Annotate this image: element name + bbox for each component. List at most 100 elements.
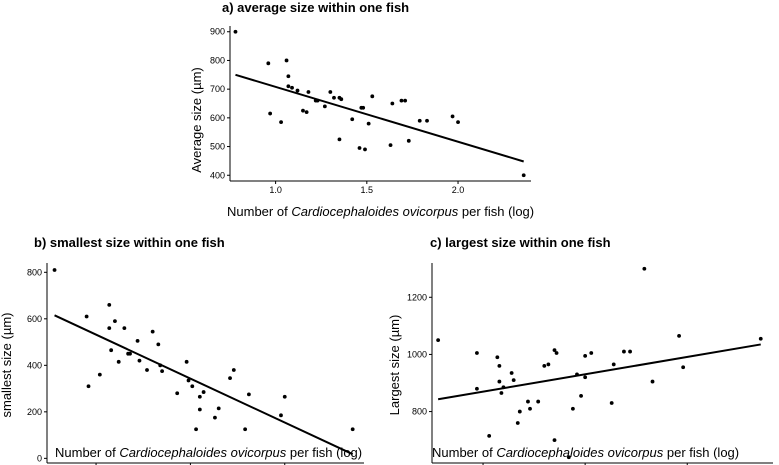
- panel-b-data-point: [190, 384, 195, 389]
- panel-b-data-point: [231, 368, 236, 372]
- panel-a-data-point: [301, 108, 305, 113]
- panel-b-data-point: [216, 406, 221, 411]
- panel-b-y-axis-title: smallest size (µm): [0, 313, 14, 418]
- panel-a-data-point: [370, 94, 375, 99]
- panel-a-data-point: [322, 104, 327, 109]
- panel-c-y-axis-title: Largest size (µm): [387, 315, 402, 416]
- panel-a-data-point: [328, 90, 333, 94]
- panel-b-data-point: [160, 369, 165, 374]
- panel-a-data-point: [295, 88, 300, 93]
- panel-c-data-point: [609, 401, 614, 405]
- panel-c-data-point: [517, 409, 522, 414]
- panel-c-data-point: [628, 349, 632, 354]
- panel-b-title: b) smallest size within one fish: [34, 235, 225, 250]
- panel-b-data-point: [213, 415, 217, 420]
- panel-a-y-tick-label: 800: [210, 55, 225, 65]
- panel-c-y-tick-label: 1000: [407, 349, 427, 359]
- panel-a-data-point: [233, 29, 238, 34]
- panel-c-points: [436, 266, 763, 460]
- panel-b-data-point: [86, 384, 91, 389]
- panel-c-data-point: [436, 338, 441, 343]
- panel-c-data-point: [622, 349, 626, 354]
- panel-a-ticks: 400 500 600 700 800 900 1.0 1.5 2.0: [210, 27, 464, 195]
- panel-c-data-point: [583, 375, 588, 380]
- panel-a-data-point: [390, 101, 395, 106]
- panel-c-data-point: [583, 353, 588, 358]
- panel-a-points: [233, 29, 526, 178]
- panel-a: a) average size within one fish Average …: [189, 0, 534, 219]
- panel-b-data-point: [137, 358, 142, 363]
- panel-b-data-point: [128, 351, 132, 356]
- panel-a-data-point: [521, 173, 526, 178]
- panel-b-data-point: [122, 326, 127, 331]
- panel-b-data-point: [150, 329, 155, 334]
- panel-a-y-tick-label: 900: [210, 27, 225, 37]
- panel-a-data-point: [388, 143, 393, 148]
- panel-a-data-point: [425, 118, 429, 123]
- panel-b-data-point: [107, 326, 112, 331]
- panel-b-data-point: [97, 372, 102, 377]
- panel-c-data-point: [509, 371, 514, 375]
- panel-b-y-tick-label: 0: [37, 453, 42, 463]
- panel-a-data-point: [332, 95, 336, 100]
- panel-c-title: c) largest size within one fish: [430, 235, 611, 250]
- panel-c-data-point: [650, 379, 655, 384]
- panel-b-data-point: [135, 339, 140, 343]
- panel-c-x-axis-title: Number of Cardiocephaloides ovicorpus pe…: [432, 445, 739, 460]
- panel-a-fit-line: [235, 73, 524, 163]
- panel-c-data-point: [487, 433, 492, 438]
- panel-b-data-point: [228, 376, 232, 381]
- panel-c-data-point: [589, 351, 594, 355]
- panel-a-data-point: [337, 137, 342, 142]
- panel-c-data-point: [546, 362, 551, 367]
- panel-c-data-point: [677, 333, 681, 338]
- panel-c-fit-line: [437, 343, 761, 401]
- panel-b-data-point: [282, 394, 287, 399]
- panel-b-data-point: [197, 407, 202, 412]
- panel-a-y-tick-label: 600: [210, 113, 225, 123]
- panel-b-data-point: [186, 378, 191, 383]
- panel-a-data-point: [399, 98, 404, 103]
- panel-b-data-point: [107, 302, 112, 307]
- panel-a-y-tick-label: 400: [210, 170, 225, 180]
- panel-b-data-point: [197, 394, 202, 399]
- panel-a-data-point: [450, 114, 455, 119]
- panel-b-data-point: [194, 427, 198, 432]
- panel-a-data-point: [279, 120, 283, 125]
- panel-b-x-axis-title: Number of Cardiocephaloides ovicorpus pe…: [55, 445, 362, 460]
- panel-c-data-point: [566, 455, 571, 460]
- panel-b-data-point: [246, 392, 251, 397]
- panel-c-y-tick-label: 1200: [407, 292, 427, 302]
- panel-c-data-point: [758, 336, 763, 341]
- panel-b-fit-line: [54, 314, 354, 456]
- panel-a-data-point: [363, 147, 367, 152]
- panel-b-data-point: [52, 268, 57, 272]
- panel-b-data-point: [243, 427, 248, 432]
- panel-b-data-point: [175, 391, 180, 396]
- panel-b-y-tick-label: 800: [27, 267, 42, 277]
- panel-a-title: a) average size within one fish: [222, 0, 409, 15]
- panel-a-data-point: [286, 74, 291, 79]
- panel-b-data-point: [116, 359, 121, 364]
- panel-b-points: [52, 268, 355, 432]
- panel-c-data-point: [475, 386, 479, 391]
- panel-a-data-point: [339, 97, 344, 102]
- panel-c-data-point: [536, 399, 541, 404]
- panel-b-data-point: [201, 390, 206, 394]
- panel-a-data-point: [350, 117, 355, 122]
- panel-c-data-point: [681, 365, 686, 370]
- panel-c-data-point: [495, 355, 500, 360]
- panel-a-data-point: [284, 58, 289, 63]
- panel-b-y-tick-label: 600: [27, 314, 42, 324]
- panel-b-data-point: [184, 359, 189, 364]
- panel-b-y-tick-label: 200: [27, 407, 42, 417]
- panel-a-data-point: [366, 121, 371, 126]
- panel-a-data-point: [266, 61, 271, 66]
- panel-c-data-point: [542, 363, 547, 368]
- panel-a-data-point: [403, 98, 408, 103]
- panel-c-data-point: [499, 391, 504, 395]
- panel-a-data-point: [286, 84, 291, 89]
- panel-a-data-point: [304, 110, 309, 115]
